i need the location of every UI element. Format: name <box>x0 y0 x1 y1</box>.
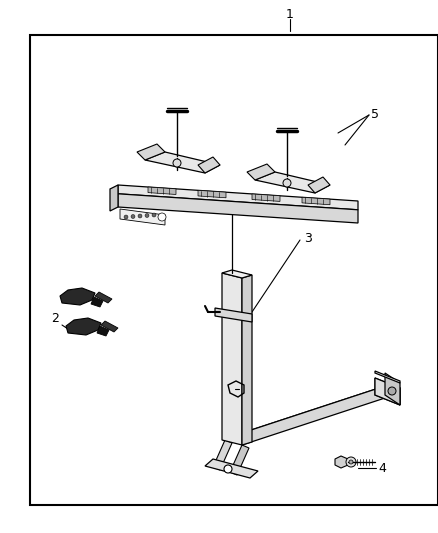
Text: 5: 5 <box>371 109 379 122</box>
Polygon shape <box>215 308 252 322</box>
Circle shape <box>138 214 142 218</box>
Polygon shape <box>118 194 358 223</box>
Text: 1: 1 <box>286 7 294 20</box>
Circle shape <box>124 215 128 219</box>
Polygon shape <box>242 275 252 445</box>
Circle shape <box>145 214 149 217</box>
Polygon shape <box>198 190 226 198</box>
Polygon shape <box>198 157 220 173</box>
Polygon shape <box>335 456 348 468</box>
Polygon shape <box>222 270 252 278</box>
Polygon shape <box>97 326 109 336</box>
Polygon shape <box>302 197 330 205</box>
Polygon shape <box>148 187 176 195</box>
Polygon shape <box>66 318 101 335</box>
Polygon shape <box>230 445 249 475</box>
Polygon shape <box>308 177 330 193</box>
Circle shape <box>349 460 353 464</box>
Text: 2: 2 <box>51 312 59 326</box>
Polygon shape <box>145 152 220 173</box>
Polygon shape <box>247 164 275 180</box>
Polygon shape <box>101 321 118 332</box>
Text: 3: 3 <box>304 231 312 245</box>
Polygon shape <box>255 172 330 193</box>
Polygon shape <box>118 185 358 210</box>
Polygon shape <box>213 440 232 470</box>
Circle shape <box>283 179 291 187</box>
Circle shape <box>173 159 181 167</box>
Polygon shape <box>385 373 400 405</box>
Polygon shape <box>375 378 400 405</box>
Circle shape <box>152 213 156 217</box>
Circle shape <box>346 457 356 467</box>
Polygon shape <box>242 386 390 442</box>
Polygon shape <box>375 371 400 383</box>
Text: 4: 4 <box>378 462 386 474</box>
Circle shape <box>158 213 166 221</box>
Polygon shape <box>242 386 385 445</box>
Polygon shape <box>222 273 242 445</box>
Polygon shape <box>375 378 400 405</box>
Polygon shape <box>91 297 103 307</box>
Circle shape <box>224 465 232 473</box>
Polygon shape <box>120 209 165 225</box>
Polygon shape <box>205 459 258 478</box>
Polygon shape <box>60 288 95 305</box>
Circle shape <box>388 387 396 395</box>
Polygon shape <box>110 185 118 211</box>
Bar <box>30 35 438 505</box>
Circle shape <box>131 214 135 219</box>
Polygon shape <box>137 144 165 160</box>
Polygon shape <box>95 292 112 303</box>
Polygon shape <box>252 194 280 201</box>
